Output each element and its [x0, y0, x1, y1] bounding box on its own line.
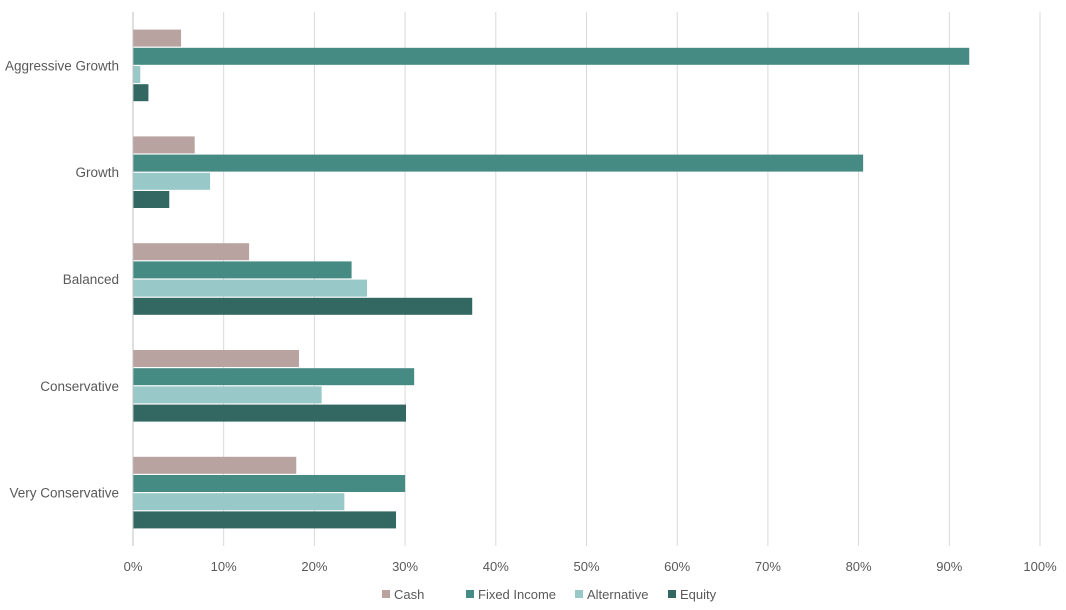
- bar: [133, 456, 297, 474]
- legend-item: Fixed Income: [466, 587, 556, 602]
- category-labels: Aggressive Growth Growth Balanced Conservat…: [5, 58, 119, 500]
- bar: [133, 47, 970, 65]
- legend-label: Fixed Income: [478, 587, 556, 602]
- legend-swatch: [466, 590, 474, 598]
- gridlines: [223, 12, 1041, 546]
- legend: Cash Fixed Income Alternative Equity: [382, 587, 717, 602]
- legend-swatch: [668, 590, 676, 598]
- legend-label: Cash: [394, 587, 424, 602]
- category-label: Very Conservative: [9, 486, 119, 501]
- legend-item: Equity: [668, 587, 717, 602]
- bar: [133, 243, 250, 261]
- x-tick-label: 10%: [211, 559, 237, 574]
- x-tick-label: 0%: [124, 559, 143, 574]
- x-tick-label: 60%: [664, 559, 690, 574]
- bar: [133, 493, 345, 511]
- bar: [133, 136, 195, 154]
- category-label: Conservative: [40, 379, 119, 394]
- bar: [133, 191, 170, 208]
- x-tick-label: 30%: [392, 559, 418, 574]
- bar: [133, 404, 407, 422]
- bar: [133, 29, 182, 47]
- x-tick-label: 20%: [301, 559, 327, 574]
- category-label: Aggressive Growth: [5, 58, 119, 73]
- legend-swatch: [575, 590, 583, 598]
- category-label: Balanced: [63, 272, 119, 287]
- x-tick-label: 90%: [936, 559, 962, 574]
- bar: [133, 261, 352, 279]
- bar: [133, 475, 406, 492]
- category-label: Growth: [75, 165, 119, 180]
- legend-item: Cash: [382, 587, 424, 602]
- bar: [133, 66, 141, 83]
- x-tick-label: 100%: [1023, 559, 1057, 574]
- legend-swatch: [382, 590, 390, 598]
- x-tick-label: 70%: [755, 559, 781, 574]
- x-tick-labels: 0% 10% 20% 30% 40% 50% 60% 70% 80% 90% 100%: [124, 559, 1057, 574]
- x-tick-label: 80%: [846, 559, 872, 574]
- legend-label: Equity: [680, 587, 717, 602]
- x-tick-label: 40%: [483, 559, 509, 574]
- bars: [133, 29, 970, 529]
- bar: [133, 297, 473, 315]
- bar: [133, 350, 299, 367]
- bar: [133, 386, 322, 404]
- bar: [133, 154, 864, 172]
- bar: [133, 172, 211, 190]
- bar: [133, 368, 415, 386]
- bar: [133, 279, 368, 297]
- x-tick-label: 50%: [573, 559, 599, 574]
- bar: [133, 511, 397, 529]
- legend-label: Alternative: [587, 587, 648, 602]
- bar: [133, 84, 149, 102]
- legend-item: Alternative: [575, 587, 648, 602]
